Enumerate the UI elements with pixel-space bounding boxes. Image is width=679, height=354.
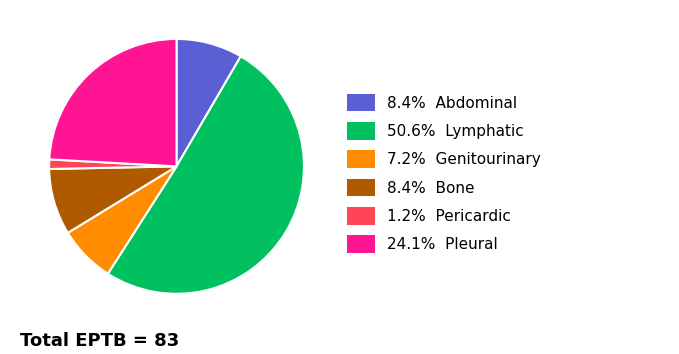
Wedge shape xyxy=(68,166,177,274)
Wedge shape xyxy=(50,39,177,166)
Wedge shape xyxy=(49,159,177,169)
Wedge shape xyxy=(177,39,241,166)
Text: Total EPTB = 83: Total EPTB = 83 xyxy=(20,332,180,350)
Legend: 8.4%  Abdominal, 50.6%  Lymphatic, 7.2%  Genitourinary, 8.4%  Bone, 1.2%  Perica: 8.4% Abdominal, 50.6% Lymphatic, 7.2% Ge… xyxy=(347,94,540,253)
Wedge shape xyxy=(108,56,304,294)
Wedge shape xyxy=(49,166,177,233)
